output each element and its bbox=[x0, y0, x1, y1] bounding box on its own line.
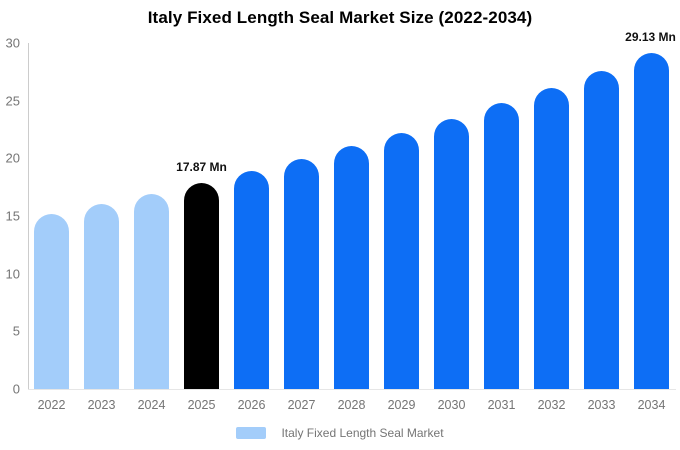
x-tick-label-2028: 2028 bbox=[337, 398, 366, 412]
legend-item[interactable]: Italy Fixed Length Seal Market bbox=[236, 426, 444, 440]
y-tick-label-15: 15 bbox=[5, 208, 20, 224]
x-tick-label-2023: 2023 bbox=[87, 398, 116, 412]
x-axis-baseline bbox=[28, 389, 676, 390]
y-tick-label-25: 25 bbox=[5, 93, 20, 109]
y-axis-line bbox=[28, 43, 29, 389]
bar-2025[interactable] bbox=[184, 182, 219, 389]
bar-2024[interactable] bbox=[134, 193, 169, 389]
x-tick-label-2025: 2025 bbox=[187, 398, 216, 412]
bar-value-label-2034: 29.13 Mn bbox=[625, 30, 676, 45]
x-tick-label-2031: 2031 bbox=[487, 398, 516, 412]
bar-2030[interactable] bbox=[434, 118, 469, 389]
bar-2026[interactable] bbox=[234, 171, 269, 389]
y-tick-label-10: 10 bbox=[5, 266, 20, 282]
bar-2022[interactable] bbox=[34, 213, 69, 389]
x-tick-label-2027: 2027 bbox=[287, 398, 316, 412]
legend-swatch-icon bbox=[236, 427, 267, 439]
bar-value-label-2025: 17.87 Mn bbox=[176, 159, 227, 174]
legend-label: Italy Fixed Length Seal Market bbox=[281, 426, 444, 440]
y-tick-label-0: 0 bbox=[12, 381, 20, 397]
x-tick-label-2034: 2034 bbox=[637, 398, 666, 412]
bar-2032[interactable] bbox=[534, 87, 569, 389]
x-tick-label-2030: 2030 bbox=[437, 398, 466, 412]
chart-title: Italy Fixed Length Seal Market Size (202… bbox=[147, 8, 533, 27]
y-tick-label-30: 30 bbox=[5, 35, 20, 51]
legend: Italy Fixed Length Seal Market bbox=[0, 425, 680, 441]
bar-2023[interactable] bbox=[84, 204, 119, 389]
x-tick-label-2029: 2029 bbox=[387, 398, 416, 412]
x-tick-label-2033: 2033 bbox=[587, 398, 616, 412]
x-tick-label-2026: 2026 bbox=[237, 398, 266, 412]
bar-2027[interactable] bbox=[284, 159, 319, 389]
bar-2033[interactable] bbox=[584, 70, 619, 389]
bar-2031[interactable] bbox=[484, 103, 519, 389]
x-tick-label-2022: 2022 bbox=[37, 398, 66, 412]
x-tick-label-2032: 2032 bbox=[537, 398, 566, 412]
y-tick-label-5: 5 bbox=[12, 323, 20, 339]
bar-2028[interactable] bbox=[334, 146, 369, 389]
y-tick-label-20: 20 bbox=[5, 150, 20, 166]
bar-2034[interactable] bbox=[634, 53, 669, 389]
x-tick-label-2024: 2024 bbox=[137, 398, 166, 412]
bar-2029[interactable] bbox=[384, 132, 419, 389]
